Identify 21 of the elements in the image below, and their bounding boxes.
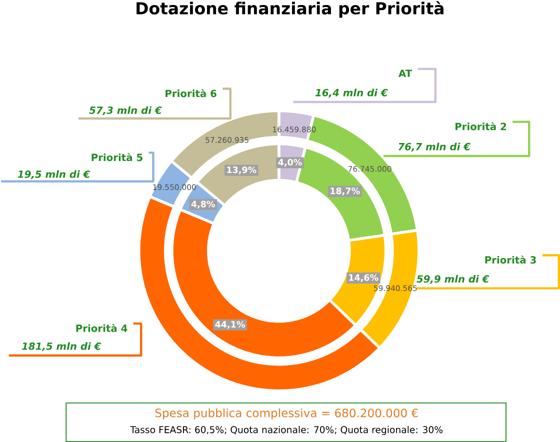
data-label: 13,9% xyxy=(227,166,256,174)
data-label: 4,8% xyxy=(191,200,216,208)
data-label: 44,1% xyxy=(215,320,245,329)
text: 57,3 mln di € xyxy=(89,106,162,116)
text: 76,7 mln di € xyxy=(398,142,470,152)
text: Tasso FEASR: 60,5%; Quota nazionale: 70%; Quota regionale: 30% xyxy=(130,426,443,435)
text: 16,4 mln di € xyxy=(315,88,388,98)
slice-label: Priorità 5 xyxy=(92,153,142,162)
data-label: 18,7% xyxy=(330,188,360,196)
text: Spesa pubblica complessiva = 680.200.000 € xyxy=(155,408,418,420)
data-label: 14,6% xyxy=(349,274,378,282)
text: 19,5 mln di € xyxy=(18,170,90,180)
text: 59,9 mln di € xyxy=(416,274,490,284)
slice-label: Priorità 2 xyxy=(456,122,506,130)
chart-title: Dotazione finanziaria per Priorità xyxy=(136,1,444,18)
slice-label: Priorità 3 xyxy=(485,256,536,264)
data-label: 4,0% xyxy=(278,158,302,167)
slice-label: Priorità 4 xyxy=(76,324,128,332)
slice-label: Priorità 6 xyxy=(166,89,216,98)
slice-label: AT xyxy=(398,70,412,77)
text: 181,5 mln di € xyxy=(22,342,102,352)
